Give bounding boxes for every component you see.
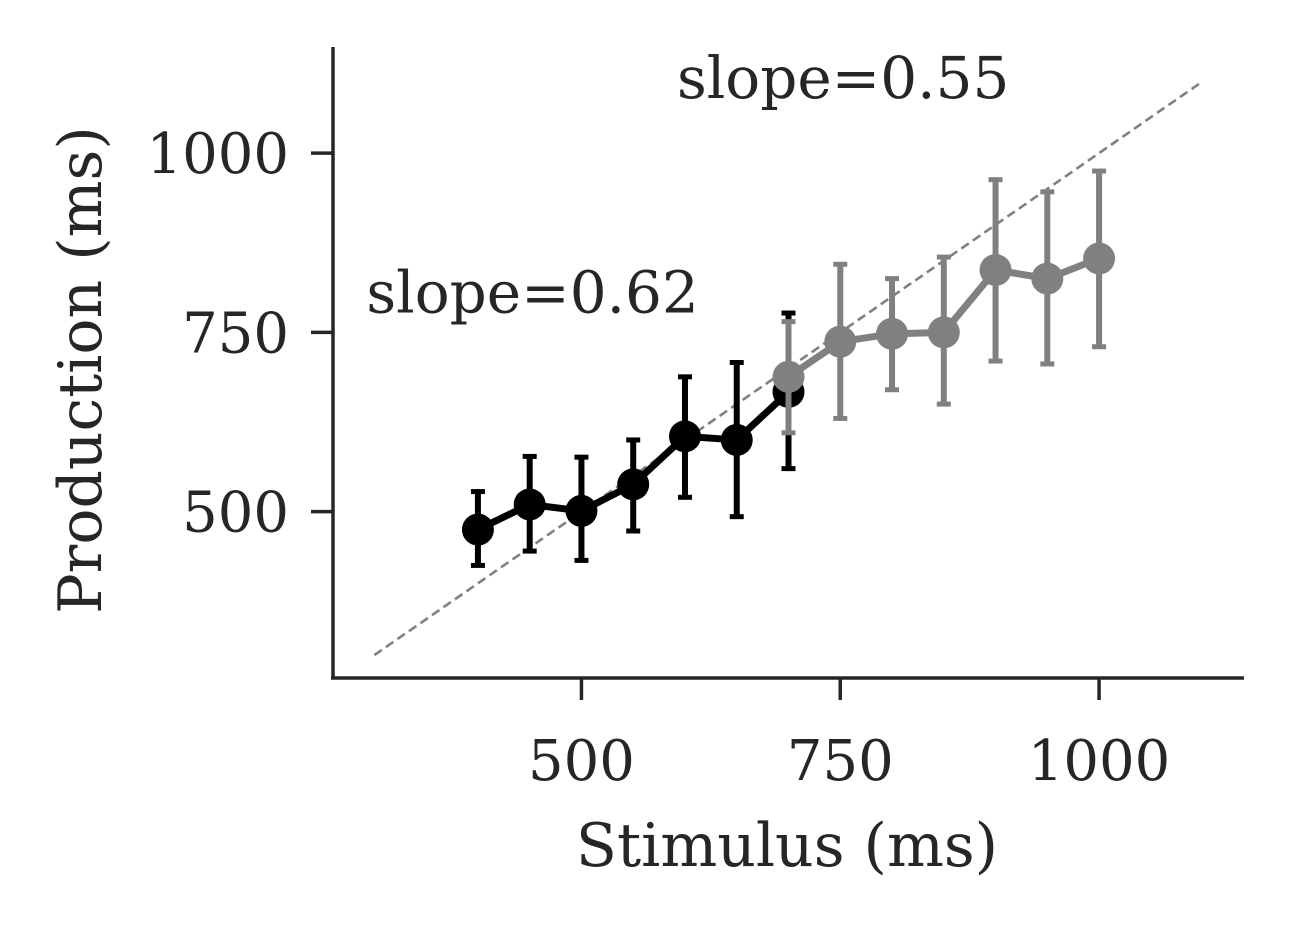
data-point — [824, 325, 857, 358]
y-tick-label: 1000 — [146, 122, 289, 187]
y-axis-label: Production (ms) — [46, 126, 116, 613]
x-axis-label: Stimulus (ms) — [576, 811, 998, 881]
y-tick-label: 750 — [182, 301, 289, 366]
data-point — [1083, 242, 1116, 275]
data-point — [720, 423, 753, 456]
slope-annotation: slope=0.62 — [366, 258, 698, 326]
data-point — [513, 488, 546, 521]
y-tick-label: 500 — [182, 481, 289, 546]
data-point — [617, 468, 650, 501]
x-tick-label: 750 — [787, 729, 894, 794]
x-tick-label: 1000 — [1028, 729, 1171, 794]
data-point — [772, 360, 805, 393]
data-point — [876, 317, 909, 350]
data-point — [668, 420, 701, 453]
x-tick-label: 500 — [528, 729, 635, 794]
data-point — [461, 513, 494, 546]
data-point — [1031, 262, 1064, 295]
data-point — [565, 494, 598, 527]
slope-annotation: slope=0.55 — [677, 44, 1009, 112]
series-2 — [772, 168, 1116, 436]
data-point — [979, 254, 1012, 287]
series-1 — [461, 310, 805, 568]
data-point — [927, 316, 960, 349]
